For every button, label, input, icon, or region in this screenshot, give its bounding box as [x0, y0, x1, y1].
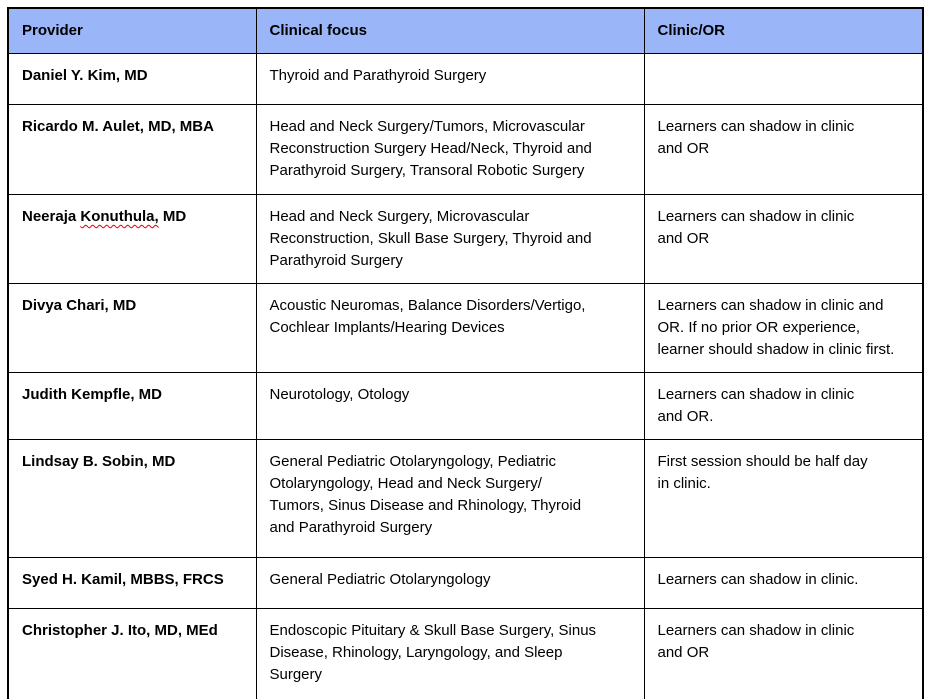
- clinic-or-cell: [643, 53, 924, 105]
- clinical-focus-cell: General Pediatric Otolaryngology: [255, 557, 645, 609]
- provider-name: Lindsay B. Sobin, MD: [7, 439, 257, 558]
- clinic-or-cell: First session should be half day in clin…: [643, 439, 924, 558]
- provider-name: Divya Chari, MD: [7, 283, 257, 373]
- clinical-focus-cell: Neurotology, Otology: [255, 372, 645, 440]
- table-row: Lindsay B. Sobin, MD General Pediatric O…: [7, 439, 924, 558]
- clinical-focus-cell: Head and Neck Surgery/Tumors, Microvascu…: [255, 104, 645, 195]
- table-row: Syed H. Kamil, MBBS, FRCS General Pediat…: [7, 557, 924, 609]
- clinic-or-cell: Learners can shadow in clinic and OR.: [643, 372, 924, 440]
- table-row: Judith Kempfle, MD Neurotology, Otology …: [7, 372, 924, 440]
- column-header-clinical-focus: Clinical focus: [255, 7, 645, 54]
- provider-name: Ricardo M. Aulet, MD, MBA: [7, 104, 257, 195]
- provider-name: Christopher J. Ito, MD, MEd: [7, 608, 257, 699]
- column-header-clinic-or: Clinic/OR: [643, 7, 924, 54]
- table-row: Neeraja Konuthula, MD Head and Neck Surg…: [7, 194, 924, 284]
- table-row: Ricardo M. Aulet, MD, MBA Head and Neck …: [7, 104, 924, 195]
- table-row: Christopher J. Ito, MD, MEd Endoscopic P…: [7, 608, 924, 699]
- clinical-focus-cell: Thyroid and Parathyroid Surgery: [255, 53, 645, 105]
- clinical-focus-cell: General Pediatric Otolaryngology, Pediat…: [255, 439, 645, 558]
- clinic-or-cell: Learners can shadow in clinic and OR: [643, 194, 924, 284]
- provider-name: Neeraja Konuthula, MD: [7, 194, 257, 284]
- provider-name: Syed H. Kamil, MBBS, FRCS: [7, 557, 257, 609]
- provider-name: Daniel Y. Kim, MD: [7, 53, 257, 105]
- clinic-or-cell: Learners can shadow in clinic and OR: [643, 104, 924, 195]
- clinic-or-cell: Learners can shadow in clinic.: [643, 557, 924, 609]
- clinic-or-cell: Learners can shadow in clinic and OR. If…: [643, 283, 924, 373]
- clinical-focus-cell: Head and Neck Surgery, Microvascular Rec…: [255, 194, 645, 284]
- column-header-provider: Provider: [7, 7, 257, 54]
- provider-table: Provider Clinical focus Clinic/OR Daniel…: [7, 7, 924, 699]
- provider-name: Judith Kempfle, MD: [7, 372, 257, 440]
- table-header-row: Provider Clinical focus Clinic/OR: [7, 7, 924, 54]
- table-row: Daniel Y. Kim, MD Thyroid and Parathyroi…: [7, 53, 924, 105]
- provider-name-part: Neeraja: [22, 208, 81, 225]
- misspelled-word: Konuthula,: [80, 208, 159, 225]
- clinic-or-cell: Learners can shadow in clinic and OR: [643, 608, 924, 699]
- clinical-focus-cell: Acoustic Neuromas, Balance Disorders/Ver…: [255, 283, 645, 373]
- clinical-focus-cell: Endoscopic Pituitary & Skull Base Surger…: [255, 608, 645, 699]
- provider-name-part: MD: [158, 208, 187, 225]
- table-row: Divya Chari, MD Acoustic Neuromas, Balan…: [7, 283, 924, 373]
